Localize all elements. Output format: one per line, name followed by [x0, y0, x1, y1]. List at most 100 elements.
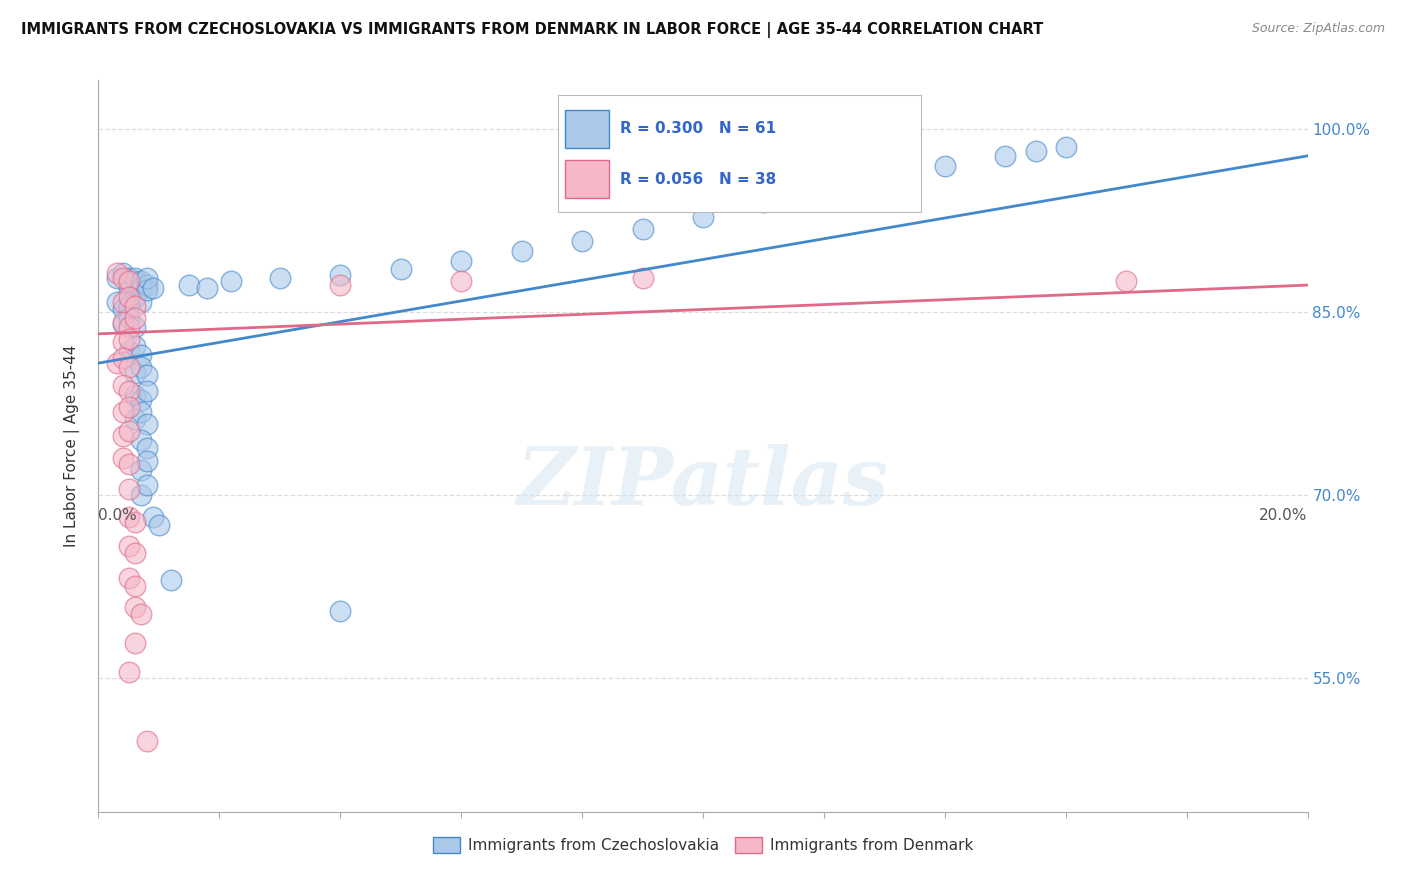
Point	[124, 546, 146, 560]
Point	[135, 368, 157, 383]
Point	[1054, 140, 1077, 154]
Point	[111, 378, 134, 392]
Point	[111, 351, 134, 366]
Point	[269, 270, 291, 285]
Point	[124, 339, 146, 353]
Point	[135, 417, 157, 431]
Text: IMMIGRANTS FROM CZECHOSLOVAKIA VS IMMIGRANTS FROM DENMARK IN LABOR FORCE | AGE 3: IMMIGRANTS FROM CZECHOSLOVAKIA VS IMMIGR…	[21, 22, 1043, 38]
Point	[135, 442, 157, 456]
Point	[111, 317, 134, 331]
Point	[118, 290, 141, 304]
Point	[450, 253, 472, 268]
Point	[160, 573, 183, 587]
Point	[510, 244, 533, 258]
Point	[111, 335, 134, 350]
Point	[129, 607, 152, 622]
Point	[129, 463, 152, 477]
Point	[329, 604, 352, 618]
Point	[124, 274, 146, 288]
Point	[994, 149, 1017, 163]
Y-axis label: In Labor Force | Age 35-44: In Labor Force | Age 35-44	[63, 345, 80, 547]
Point	[752, 195, 775, 210]
Point	[135, 278, 157, 293]
Text: 20.0%: 20.0%	[1260, 508, 1308, 524]
Point	[129, 433, 152, 447]
Point	[329, 278, 352, 293]
Point	[118, 482, 141, 496]
Point	[118, 539, 141, 553]
Point	[813, 183, 835, 197]
Point	[118, 283, 141, 297]
Point	[135, 283, 157, 297]
Point	[135, 270, 157, 285]
Point	[124, 290, 146, 304]
Point	[142, 280, 165, 294]
Point	[129, 488, 152, 502]
Point	[118, 319, 141, 334]
Legend: Immigrants from Czechoslovakia, Immigrants from Denmark: Immigrants from Czechoslovakia, Immigran…	[427, 830, 979, 859]
Text: Source: ZipAtlas.com: Source: ZipAtlas.com	[1251, 22, 1385, 36]
Point	[450, 274, 472, 288]
Point	[124, 388, 146, 402]
Point	[105, 295, 128, 310]
Point	[124, 311, 146, 326]
Point	[129, 392, 152, 407]
Text: ZIPatlas: ZIPatlas	[517, 444, 889, 521]
Point	[129, 405, 152, 419]
Point	[124, 299, 146, 313]
Point	[135, 384, 157, 399]
Point	[118, 571, 141, 585]
Point	[111, 451, 134, 466]
Point	[118, 458, 141, 472]
Point	[111, 315, 134, 329]
Point	[118, 278, 141, 293]
Point	[129, 348, 152, 362]
Text: 0.0%: 0.0%	[98, 508, 138, 524]
Point	[195, 280, 218, 294]
Point	[124, 515, 146, 529]
Point	[329, 268, 352, 283]
Point	[118, 332, 141, 346]
Point	[111, 295, 134, 310]
Point	[129, 295, 152, 310]
Point	[118, 274, 141, 288]
Point	[142, 509, 165, 524]
Point	[118, 343, 141, 358]
Point	[118, 665, 141, 679]
Point	[111, 429, 134, 443]
Point	[148, 518, 170, 533]
Point	[221, 274, 243, 288]
Point	[124, 366, 146, 380]
Point	[124, 319, 146, 334]
Point	[118, 509, 141, 524]
Point	[111, 302, 134, 317]
Point	[111, 266, 134, 280]
Point	[118, 359, 141, 374]
Point	[118, 384, 141, 399]
Point	[129, 280, 152, 294]
Point	[389, 262, 412, 277]
Point	[118, 425, 141, 439]
Point	[873, 169, 896, 183]
Point	[179, 278, 201, 293]
Point	[105, 270, 128, 285]
Point	[118, 270, 141, 285]
Point	[631, 222, 654, 236]
Point	[124, 579, 146, 593]
Point	[135, 453, 157, 467]
Point	[124, 412, 146, 426]
Point	[124, 636, 146, 650]
Point	[1115, 274, 1137, 288]
Point	[129, 274, 152, 288]
Point	[111, 270, 134, 285]
Point	[129, 359, 152, 374]
Point	[692, 210, 714, 224]
Point	[1024, 144, 1046, 158]
Point	[124, 599, 146, 614]
Point	[105, 266, 128, 280]
Point	[571, 234, 593, 248]
Point	[124, 270, 146, 285]
Point	[631, 270, 654, 285]
Point	[105, 356, 128, 370]
Point	[118, 400, 141, 414]
